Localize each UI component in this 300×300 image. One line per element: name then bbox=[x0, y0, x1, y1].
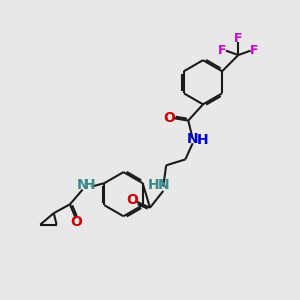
Text: O: O bbox=[70, 215, 82, 229]
Text: H: H bbox=[84, 178, 95, 192]
Text: O: O bbox=[164, 111, 175, 125]
Text: F: F bbox=[218, 44, 227, 57]
Text: N: N bbox=[158, 178, 169, 192]
Text: N: N bbox=[187, 132, 199, 146]
Text: H: H bbox=[196, 133, 208, 147]
Text: N: N bbox=[77, 178, 88, 192]
Text: F: F bbox=[250, 44, 259, 57]
Text: F: F bbox=[234, 32, 243, 45]
Text: O: O bbox=[127, 193, 139, 207]
Text: H: H bbox=[148, 178, 160, 192]
